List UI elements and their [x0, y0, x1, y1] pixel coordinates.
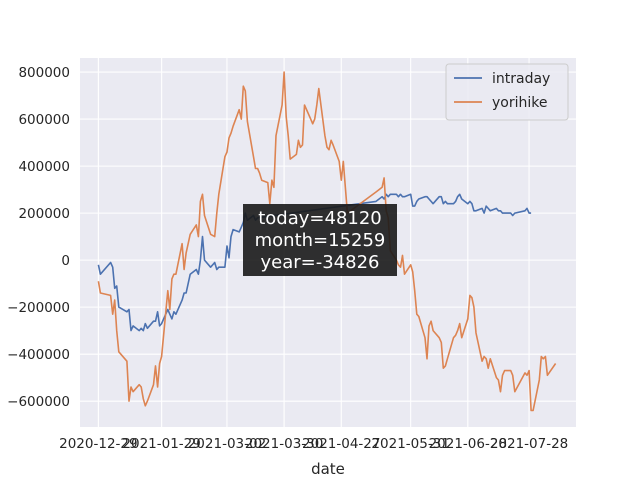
y-tick-label: 400000 [18, 159, 70, 175]
legend-label-yorihike: yorihike [492, 95, 547, 111]
x-tick-label: 2021-01-29 [122, 436, 200, 452]
series-line-intraday [97, 193, 532, 332]
series-layer [97, 71, 557, 412]
y-tick-label: 0 [61, 253, 70, 269]
x-tick-label: 2021-03-30 [245, 436, 323, 452]
grid [80, 58, 576, 427]
y-tick-label: −600000 [7, 394, 70, 410]
y-tick-label: −200000 [7, 300, 70, 316]
annotation-line: today=48120 [258, 208, 382, 229]
y-axis: −600000 −400000 −200000 0 200000 400000 600000… [7, 65, 70, 410]
x-tick-label: 2021-06-28 [429, 436, 507, 452]
x-tick-label: 2021-07-28 [490, 436, 568, 452]
annotation-line: month=15259 [255, 230, 386, 251]
y-tick-label: 600000 [18, 112, 70, 128]
y-tick-label: 800000 [18, 65, 70, 81]
legend: intraday yorihike [445, 63, 569, 121]
x-tick-label: 2021-05-31 [371, 436, 449, 452]
x-tick-label: 2021-03-02 [188, 436, 266, 452]
annotation-line: year=-34826 [261, 252, 380, 273]
x-axis-label: date [311, 460, 345, 478]
series-line-yorihike [97, 71, 557, 412]
legend-label-intraday: intraday [492, 71, 550, 87]
y-tick-label: 200000 [18, 206, 70, 222]
x-tick-label: 2021-04-27 [302, 436, 380, 452]
x-axis: 2020-12-292021-01-292021-03-022021-03-30… [59, 436, 568, 452]
y-tick-label: −400000 [7, 347, 70, 363]
x-tick-label: 2020-12-29 [59, 436, 137, 452]
annotation-background [243, 204, 397, 276]
